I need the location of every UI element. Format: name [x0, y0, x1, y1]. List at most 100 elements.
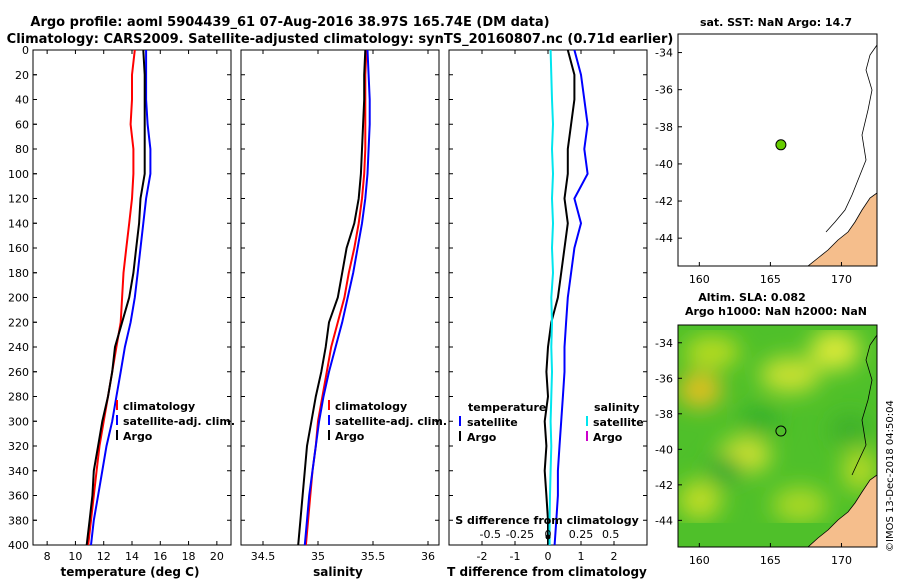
difference-xtick-label: -1	[510, 550, 521, 563]
legend-label-t-satellite: satellite	[467, 416, 518, 429]
sst-map-ytick-label: -40	[655, 158, 673, 171]
depth-tick-label: 140	[8, 217, 29, 230]
salinity-difference-tick-label: -0.25	[506, 528, 534, 541]
depth-tick-label: 380	[8, 514, 29, 527]
temperature-series-climatology	[87, 49, 136, 546]
difference-xtick-label: 2	[611, 550, 618, 563]
legend-label-s-argo: Argo	[593, 431, 623, 444]
temperature-xtick-label: 14	[125, 550, 139, 563]
temperature-xtick-label: 12	[97, 550, 111, 563]
salinity-series-satellite-adj-clim-	[303, 49, 371, 546]
depth-tick-label: 200	[8, 292, 29, 305]
header-line-2: Climatology: CARS2009. Satellite-adjuste…	[7, 32, 674, 47]
sla-blob	[830, 414, 870, 446]
salinity-xtick-label: 34.5	[251, 550, 276, 563]
depth-tick-label: 160	[8, 242, 29, 255]
sla-map-xtick-label: 170	[831, 554, 852, 567]
legend-title-temperature: temperature	[468, 401, 546, 414]
imos-watermark: ©IMOS 13-Dec-2018 04:50:04	[885, 400, 896, 552]
sla-map-frame	[677, 324, 878, 548]
sla-blob	[810, 330, 860, 370]
depth-tick-label: 340	[8, 465, 29, 478]
salinity-plot-frame	[240, 49, 440, 546]
depth-tick-label: 240	[8, 341, 29, 354]
difference-series-t-satellite	[553, 49, 589, 546]
sst-map-frame	[677, 33, 878, 267]
salinity-plot: 34.5 35 35.5 36	[241, 49, 439, 563]
sla-map-xtick-label: 165	[760, 554, 781, 567]
sst-map	[678, 34, 877, 266]
sla-map-xtick-label: 160	[689, 554, 710, 567]
sla-map-ytick-label: -36	[655, 372, 673, 385]
sst-coastline	[825, 44, 877, 233]
salinity-xtick-label: 35.5	[361, 550, 386, 563]
sst-map-axes: 160 165 170 -34 -36 -38 -40 -42 -44	[655, 47, 852, 286]
sla-coastline	[851, 334, 877, 476]
temperature-xtick-label: 20	[210, 550, 224, 563]
temperature-legend: climatology satellite-adj. clim. Argo	[116, 400, 235, 443]
difference-axis-label: T difference from climatology	[447, 565, 647, 579]
temperature-series-argo	[85, 49, 146, 546]
depth-tick-label: 100	[8, 168, 29, 181]
sst-map-xtick-label: 170	[831, 273, 852, 286]
sla-map-ytick-label: -40	[655, 443, 673, 456]
salinity-difference-tick-label: -0.5	[480, 528, 501, 541]
salinity-axis-label: salinity	[313, 565, 363, 579]
legend-label-s-satellite: satellite	[593, 416, 644, 429]
sla-map-ytick-label: -44	[655, 514, 673, 527]
depth-tick-label: 220	[8, 316, 29, 329]
legend-label-t-argo: Argo	[467, 431, 497, 444]
header-line-1: Argo profile: aoml 5904439_61 07-Aug-201…	[30, 15, 549, 30]
difference-xtick-label: -2	[477, 550, 488, 563]
difference-series-s-satellite	[548, 49, 555, 545]
legend-label-argo: Argo	[335, 430, 365, 443]
temperature-xtick-label: 10	[68, 550, 82, 563]
salinity-series-climatology	[304, 49, 368, 546]
legend-label-argo: Argo	[123, 430, 153, 443]
difference-xtick-label: 1	[578, 550, 585, 563]
salinity-difference-axis-label: S difference from climatology	[455, 514, 639, 527]
sst-map-ytick-label: -38	[655, 121, 673, 134]
temperature-xtick-label: 16	[153, 550, 167, 563]
sst-map-xtick-label: 160	[689, 273, 710, 286]
temperature-plot-frame	[32, 49, 232, 546]
difference-series-t-argo	[543, 49, 576, 545]
argo-location-marker	[775, 139, 787, 151]
legend-label-satellite: satellite-adj. clim.	[123, 415, 235, 428]
legend-label-satellite: satellite-adj. clim.	[335, 415, 447, 428]
difference-legend-temperature: temperature satellite Argo	[459, 401, 546, 444]
temperature-series-satellite-adj-clim-	[90, 50, 152, 546]
sst-map-ytick-label: -36	[655, 84, 673, 97]
sla-map-ytick-label: -42	[655, 479, 673, 492]
depth-tick-label: 60	[15, 118, 29, 131]
salinity-difference-tick-label: 0.5	[602, 528, 620, 541]
sst-land	[807, 192, 877, 266]
difference-xtick-label: 0	[545, 550, 552, 563]
temperature-plot: 8 10 12 14 16 18 20	[33, 49, 231, 563]
depth-axis: 0 20 40 60 80 100 120 140 160 180 200 220 240 260 280 3…	[8, 44, 37, 552]
sla-map-ytick-label: -38	[655, 408, 673, 421]
salinity-argo-marker	[545, 534, 551, 540]
temperature-xtick-label: 8	[44, 550, 51, 563]
sst-map-xtick-label: 165	[760, 273, 781, 286]
depth-tick-label: 40	[15, 94, 29, 107]
sla-heatmap	[678, 325, 877, 547]
depth-tick-label: 180	[8, 267, 29, 280]
sla-map-axes: 160 165 170 -34 -36 -38 -40 -42 -44	[655, 337, 852, 567]
sla-blob	[678, 480, 722, 520]
sst-map-title: sat. SST: NaN Argo: 14.7	[700, 16, 852, 29]
depth-tick-label: 120	[8, 193, 29, 206]
depth-tick-label: 320	[8, 440, 29, 453]
legend-label-climatology: climatology	[335, 400, 407, 413]
depth-tick-label: 280	[8, 391, 29, 404]
salinity-xtick-label: 35	[311, 550, 325, 563]
salinity-legend: climatology satellite-adj. clim. Argo	[328, 400, 447, 443]
sla-blob	[684, 336, 740, 368]
sst-map-ytick-label: -44	[655, 232, 673, 245]
sla-blob	[760, 357, 820, 393]
sla-blob	[772, 487, 828, 523]
sla-map-title: Altim. SLA: 0.082	[698, 291, 805, 304]
argo-location-marker	[775, 425, 787, 437]
